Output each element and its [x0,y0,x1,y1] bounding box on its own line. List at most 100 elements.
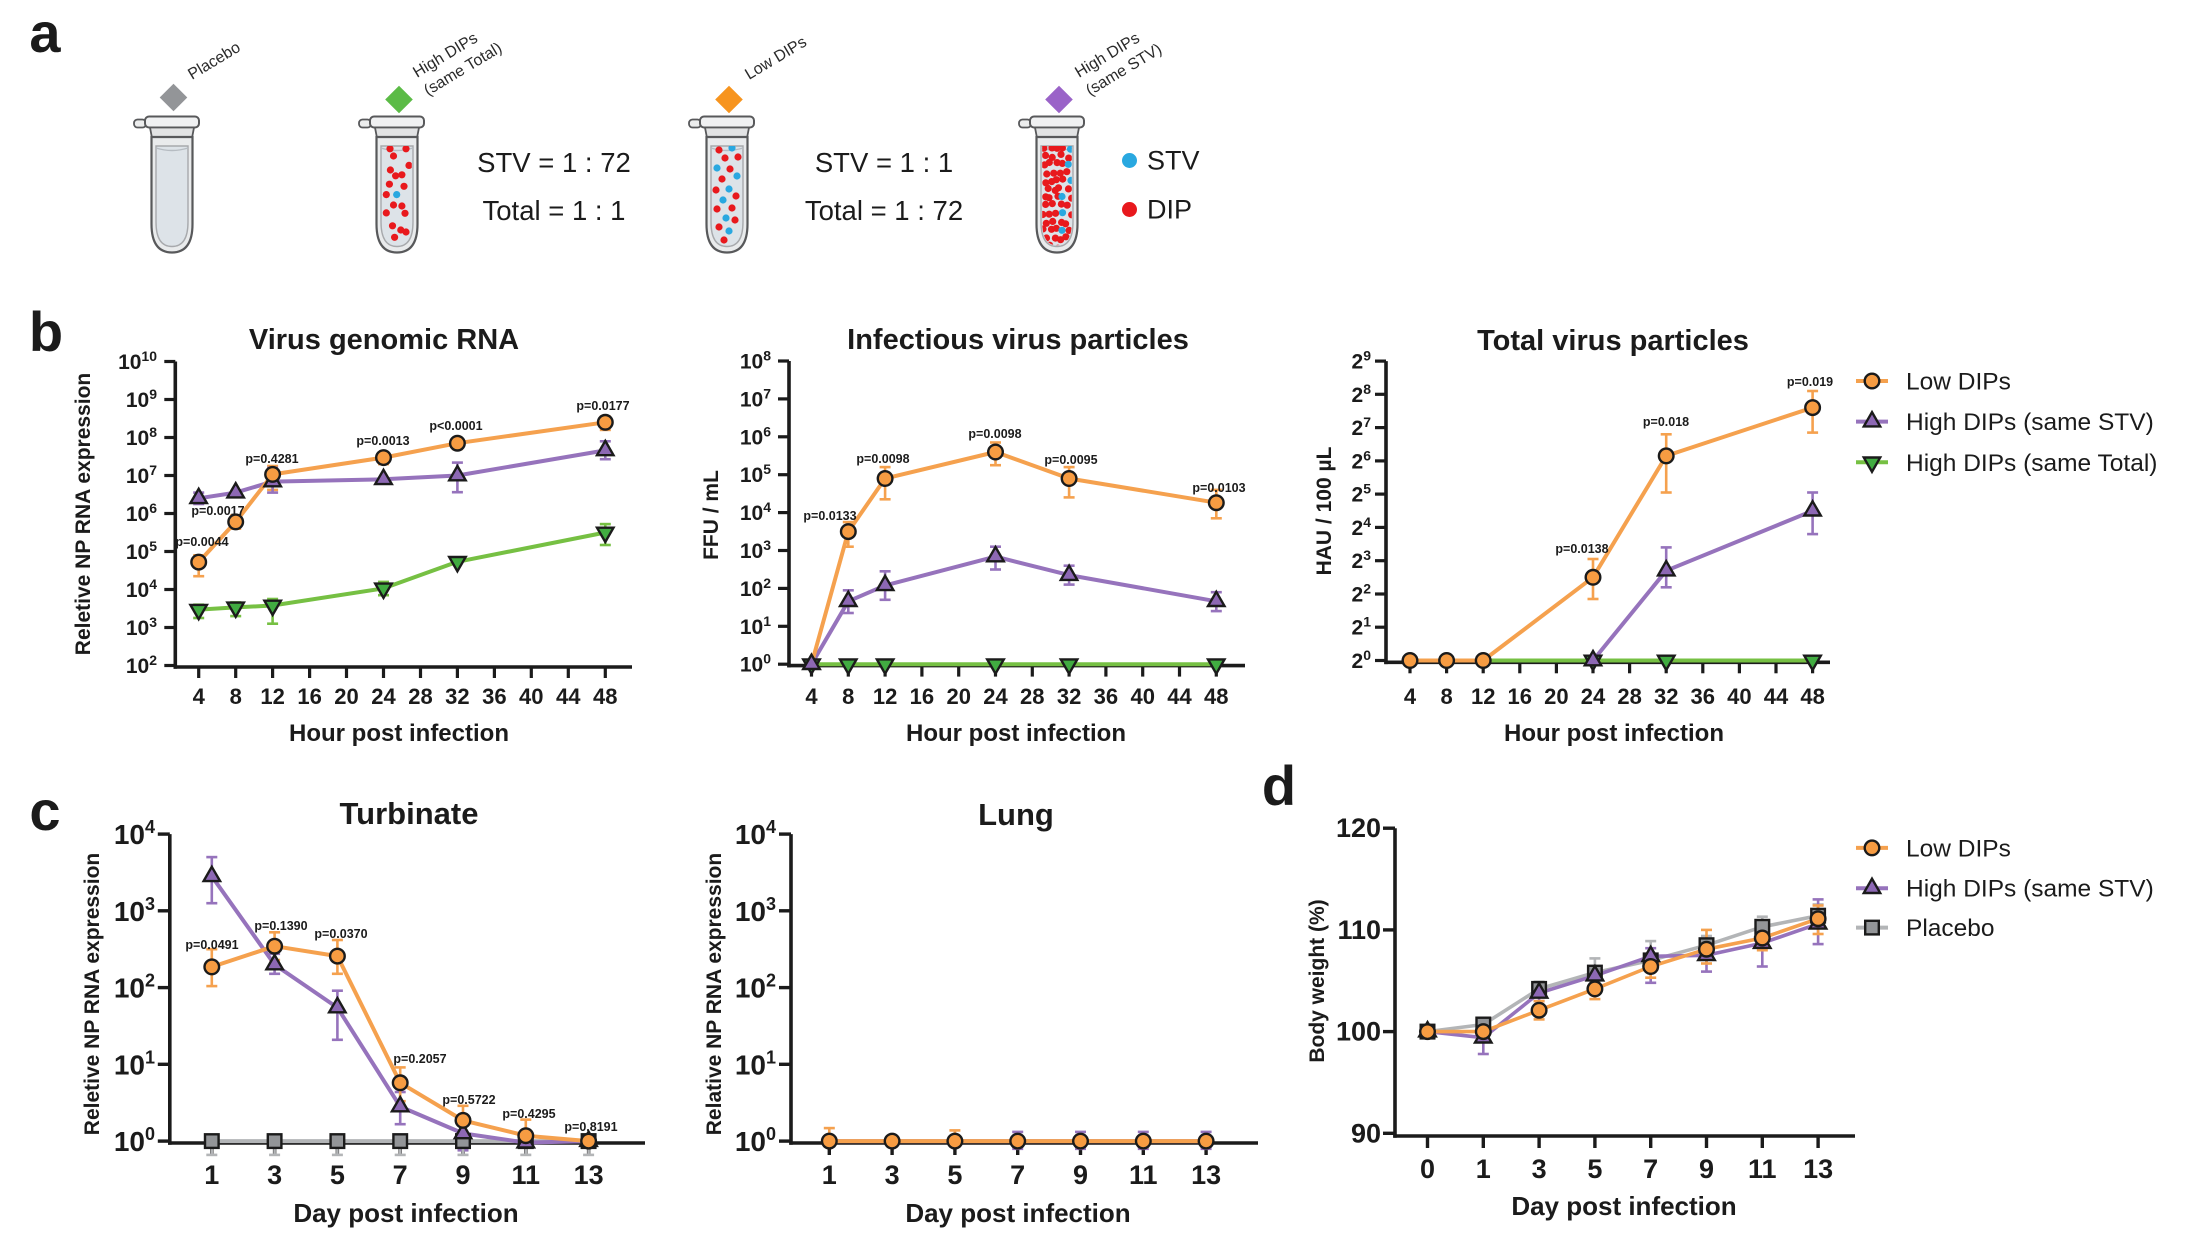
svg-text:13: 13 [574,1160,604,1190]
svg-text:28: 28 [1617,684,1641,709]
svg-text:p=0.0491: p=0.0491 [185,938,238,952]
svg-text:9: 9 [1699,1154,1714,1184]
svg-text:36: 36 [1691,684,1715,709]
svg-text:p=0.0138: p=0.0138 [1555,542,1608,556]
svg-text:7: 7 [393,1160,408,1190]
svg-text:32: 32 [1057,684,1081,709]
svg-text:20: 20 [946,684,970,709]
svg-text:p=0.1390: p=0.1390 [254,919,307,933]
svg-text:4: 4 [805,684,818,709]
svg-text:a: a [29,1,61,64]
svg-text:48: 48 [593,684,617,709]
svg-text:44: 44 [556,684,581,709]
svg-text:100: 100 [114,1124,155,1157]
svg-text:p=0.019: p=0.019 [1787,375,1833,389]
svg-text:100: 100 [1336,1017,1381,1047]
svg-text:36: 36 [1094,684,1118,709]
svg-text:1: 1 [822,1160,837,1190]
svg-text:110: 110 [1337,915,1381,945]
svg-text:b: b [29,300,63,363]
svg-text:3: 3 [1532,1154,1547,1184]
svg-text:STV = 1 : 1: STV = 1 : 1 [815,147,953,178]
svg-text:p=0.018: p=0.018 [1643,415,1689,429]
svg-text:4: 4 [193,684,206,709]
svg-text:p=0.0095: p=0.0095 [1044,453,1097,467]
svg-text:24: 24 [371,684,396,709]
svg-text:High DIPs (same STV): High DIPs (same STV) [1906,876,2154,903]
svg-text:1: 1 [204,1160,219,1190]
svg-text:4: 4 [1404,684,1417,709]
svg-text:STV: STV [1147,146,1200,176]
svg-text:Low DIPs: Low DIPs [1906,835,2011,862]
svg-text:44: 44 [1764,684,1789,709]
svg-text:p<0.0001: p<0.0001 [429,419,482,433]
svg-text:3: 3 [267,1160,282,1190]
svg-text:11: 11 [1129,1160,1158,1190]
svg-text:Virus genomic RNA: Virus genomic RNA [249,324,519,356]
svg-text:1: 1 [1476,1154,1491,1184]
svg-text:16: 16 [297,684,321,709]
svg-text:0: 0 [1420,1154,1435,1184]
svg-text:Day post infection: Day post infection [905,1198,1130,1228]
svg-text:Day post infection: Day post infection [293,1198,518,1228]
svg-text:Total = 1 : 72: Total = 1 : 72 [805,195,963,226]
svg-text:5: 5 [330,1160,345,1190]
svg-text:7: 7 [1010,1160,1025,1190]
svg-text:20: 20 [334,684,358,709]
svg-text:Total virus particles: Total virus particles [1477,325,1749,357]
svg-text:40: 40 [1130,684,1154,709]
svg-text:p=0.8191: p=0.8191 [564,1120,617,1134]
svg-text:Hour post infection: Hour post infection [906,720,1126,747]
svg-text:108: 108 [126,424,157,450]
svg-text:48: 48 [1204,684,1228,709]
svg-text:p=0.0098: p=0.0098 [856,452,909,466]
svg-text:8: 8 [1440,684,1452,709]
svg-text:109: 109 [126,386,157,412]
svg-text:p=0.0098: p=0.0098 [968,427,1021,441]
svg-text:Low DIPs: Low DIPs [1906,369,2011,396]
svg-text:Placebo: Placebo [1906,915,1995,942]
svg-text:Turbinate: Turbinate [340,796,479,831]
svg-text:24: 24 [983,684,1008,709]
svg-text:11: 11 [1748,1154,1777,1184]
svg-text:12: 12 [1471,684,1495,709]
svg-text:11: 11 [512,1160,541,1190]
svg-text:p=0.0133: p=0.0133 [803,509,856,523]
svg-text:HAU / 100 µL: HAU / 100 µL [1313,446,1336,575]
svg-text:8: 8 [842,684,854,709]
svg-text:p=0.0370: p=0.0370 [314,927,367,941]
svg-text:p=0.0013: p=0.0013 [356,434,409,448]
svg-text:STV = 1 : 72: STV = 1 : 72 [477,147,631,178]
svg-text:p=0.4281: p=0.4281 [245,452,298,466]
svg-text:Day post infection: Day post infection [1511,1191,1736,1221]
svg-text:32: 32 [445,684,469,709]
svg-text:16: 16 [910,684,934,709]
svg-text:44: 44 [1167,684,1192,709]
svg-text:40: 40 [519,684,543,709]
svg-text:Hour post infection: Hour post infection [289,720,509,747]
svg-text:12: 12 [873,684,897,709]
svg-text:7: 7 [1643,1154,1658,1184]
svg-text:90: 90 [1351,1118,1381,1148]
svg-text:28: 28 [1020,684,1044,709]
svg-text:9: 9 [455,1160,470,1190]
svg-text:Body weight (%): Body weight (%) [1306,899,1329,1062]
svg-text:5: 5 [947,1160,962,1190]
svg-text:Relative NP RNA expression: Relative NP RNA expression [703,853,726,1135]
svg-text:Lung: Lung [978,797,1054,832]
svg-text:40: 40 [1727,684,1751,709]
svg-text:103: 103 [114,894,155,927]
svg-text:3: 3 [885,1160,900,1190]
svg-text:8: 8 [230,684,242,709]
svg-text:32: 32 [1654,684,1678,709]
svg-text:p=0.0103: p=0.0103 [1192,481,1245,495]
svg-text:c: c [29,779,60,842]
svg-text:d: d [1262,754,1296,817]
svg-text:12: 12 [260,684,284,709]
svg-text:24: 24 [1581,684,1606,709]
svg-text:13: 13 [1803,1154,1833,1184]
svg-text:Reletive NP RNA expression: Reletive NP RNA expression [72,373,95,655]
svg-text:48: 48 [1800,684,1824,709]
svg-text:p=0.5722: p=0.5722 [442,1093,495,1107]
svg-text:p=0.2057: p=0.2057 [393,1052,446,1066]
